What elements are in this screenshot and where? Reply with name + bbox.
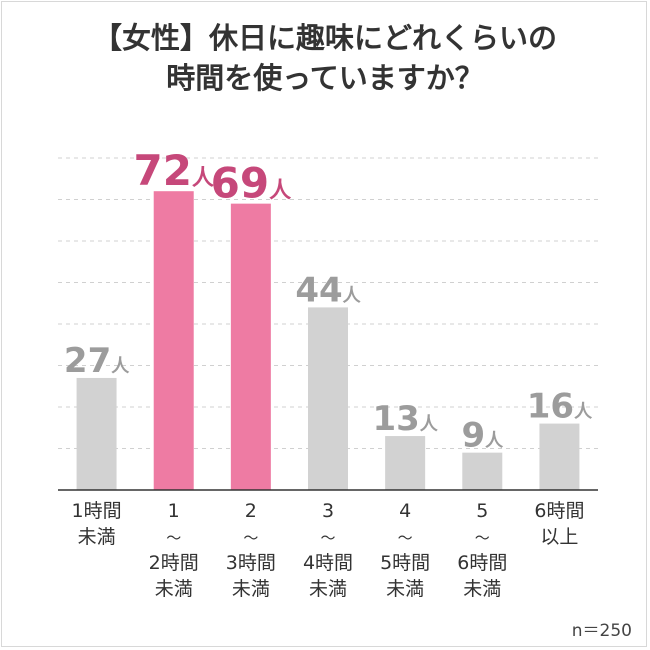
bar-6 [462, 452, 503, 490]
x-tick-label-line: 4時間 [303, 552, 353, 574]
bar-3 [230, 203, 271, 490]
x-tick-label-line: 2時間 [149, 552, 199, 574]
x-tick-label-3: 2 〜 3時間未満 [226, 500, 276, 600]
x-tick-label-4: 3 〜 4時間未満 [303, 500, 353, 600]
x-tick-label-line: 未満 [78, 526, 116, 548]
value-unit: 人 [343, 285, 362, 306]
bar-4 [308, 307, 348, 490]
chart-title: 【女性】休日に趣味にどれくらいの 時間を使っていますか？ [0, 18, 650, 98]
value-unit: 人 [574, 402, 593, 423]
value-number: 69 [211, 159, 269, 208]
x-tick-label-line: 未満 [155, 578, 193, 600]
x-tick-label-line: 1 [168, 500, 180, 522]
x-tick-label-line: 6時間 [457, 552, 507, 574]
x-tick-label-1: 1時間未満 [72, 500, 122, 548]
x-tick-label-line: 2 [245, 500, 257, 522]
value-number: 16 [527, 387, 574, 427]
x-tick-label-line: 以上 [540, 526, 578, 548]
value-label-3: 69人 [211, 159, 291, 208]
x-tick-label-line: 3 [322, 500, 334, 522]
chart-title-line1: 【女性】休日に趣味にどれくらいの [92, 21, 557, 55]
bar-1 [76, 377, 117, 490]
x-tick-label-7: 6時間以上 [534, 500, 584, 548]
value-label-6: 9人 [461, 416, 504, 456]
value-unit: 人 [485, 431, 504, 452]
x-tick-label-line: 未満 [463, 578, 501, 600]
value-label-7: 16人 [527, 387, 593, 427]
value-unit: 人 [420, 414, 439, 435]
value-label-1: 27人 [64, 341, 130, 381]
x-tick-label-2: 1 〜 2時間未満 [149, 500, 199, 600]
value-label-2: 72人 [133, 146, 213, 195]
value-number: 13 [372, 399, 419, 439]
x-tick-label-line: 〜 [243, 529, 258, 547]
x-tick-label-line: 〜 [475, 529, 490, 547]
x-tick-label-line: 5 [476, 500, 488, 522]
bar-2 [153, 191, 194, 490]
value-unit: 人 [269, 179, 291, 204]
value-number: 72 [133, 146, 191, 195]
bar-7 [539, 423, 580, 490]
value-number: 27 [64, 341, 111, 381]
value-label-4: 44人 [295, 270, 361, 310]
x-tick-label-line: 未満 [232, 578, 270, 600]
x-tick-label-5: 4 〜 5時間未満 [380, 500, 430, 600]
x-tick-label-line: 未満 [386, 578, 424, 600]
value-number: 9 [461, 416, 485, 456]
x-tick-label-line: 6時間 [534, 500, 584, 522]
sample-size-note: n＝250 [571, 621, 632, 641]
x-tick-label-line: 〜 [398, 529, 413, 547]
x-tick-label-line: 〜 [166, 529, 181, 547]
bar-5 [385, 436, 426, 490]
x-tick-label-line: 4 [399, 500, 411, 522]
value-label-5: 13人 [372, 399, 438, 439]
x-tick-label-6: 5 〜 6時間未満 [457, 500, 507, 600]
value-unit: 人 [111, 356, 130, 377]
x-tick-label-line: 未満 [309, 578, 347, 600]
value-unit: 人 [192, 166, 214, 191]
x-tick-label-line: 1時間 [72, 500, 122, 522]
x-tick-label-line: 3時間 [226, 552, 276, 574]
x-tick-label-line: 5時間 [380, 552, 430, 574]
x-tick-label-line: 〜 [320, 529, 335, 547]
value-number: 44 [295, 270, 342, 310]
chart-title-line2: 時間を使っていますか？ [166, 61, 484, 95]
